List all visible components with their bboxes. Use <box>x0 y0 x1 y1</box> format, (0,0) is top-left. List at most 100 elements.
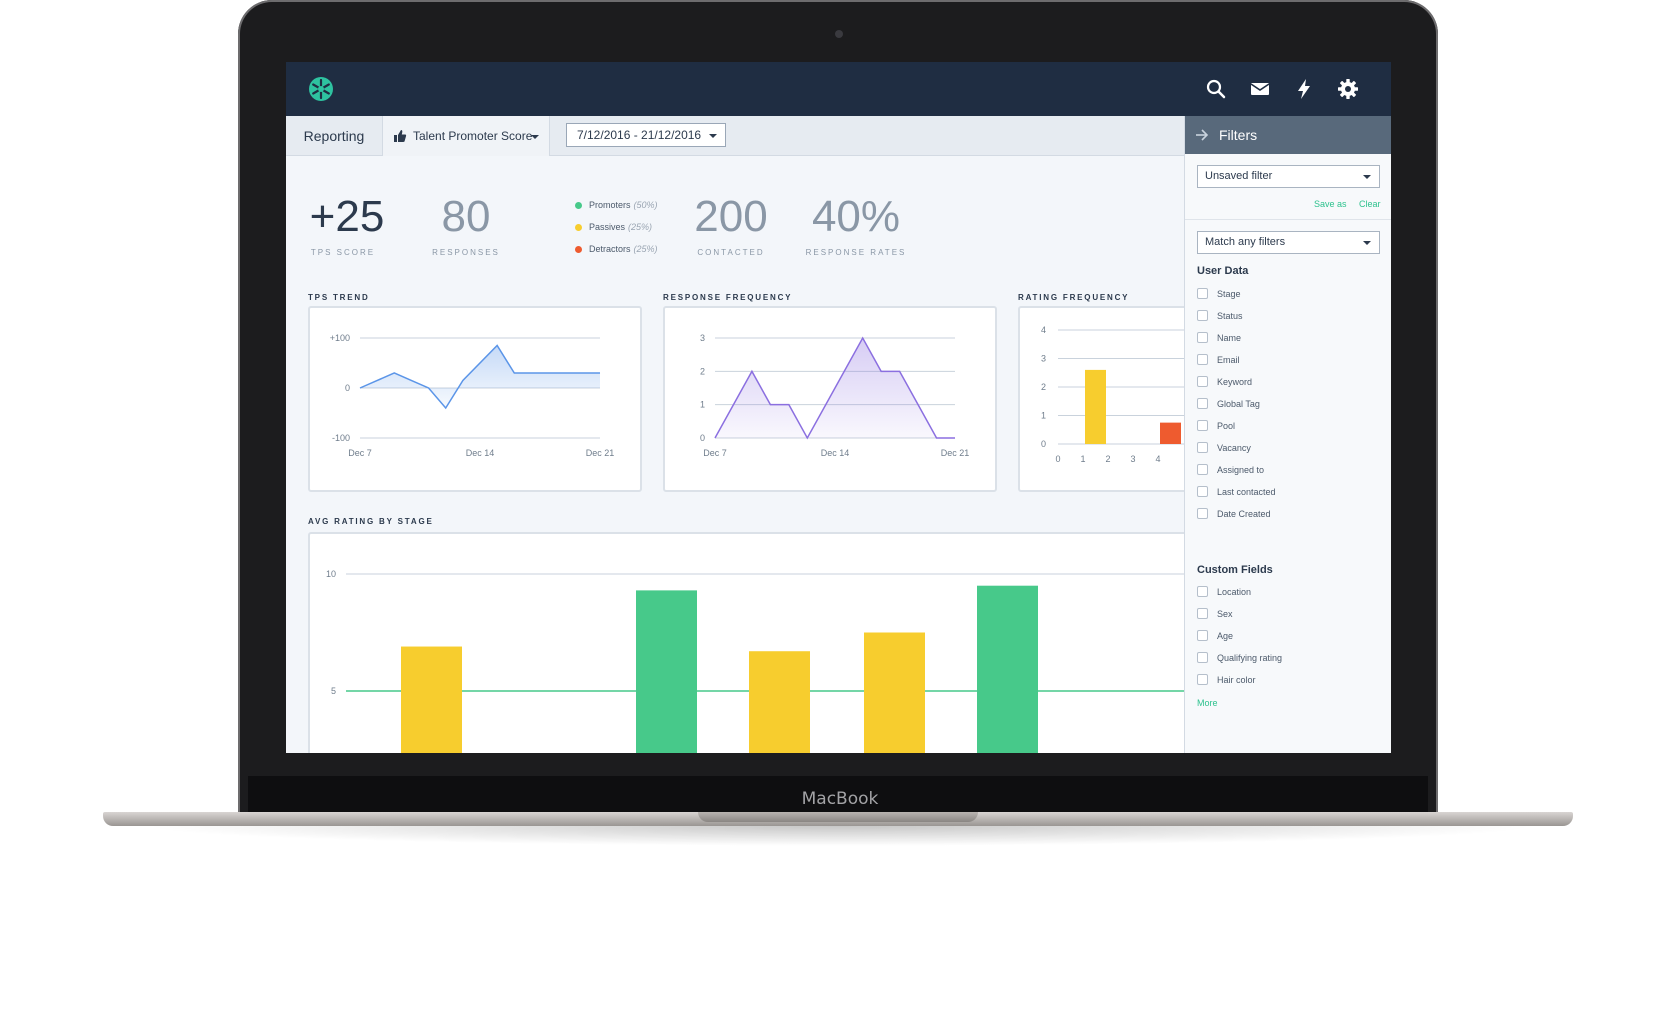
filter-user-data-keyword[interactable]: Keyword <box>1197 376 1252 389</box>
laptop-chin <box>248 776 1428 812</box>
y-tick-label: 3 <box>1041 354 1046 364</box>
section-title[interactable]: Reporting <box>286 116 383 156</box>
filter-user-data-stage[interactable]: Stage <box>1197 288 1241 301</box>
x-tick-label: Dec 7 <box>703 448 727 458</box>
checkbox-label: Age <box>1217 631 1234 641</box>
series-area <box>360 345 600 408</box>
more-link[interactable]: More <box>1197 698 1218 708</box>
checkbox-label: Name <box>1217 333 1242 343</box>
metric-dropdown[interactable]: Talent Promoter Score <box>383 116 550 156</box>
rating-frequency-title: RATING FREQUENCY <box>1018 293 1130 302</box>
x-tick-label: 1 <box>1080 454 1085 464</box>
responses-label: RESPONSES <box>432 248 500 257</box>
checkbox[interactable] <box>1197 442 1208 453</box>
save-as-link[interactable]: Save as <box>1314 199 1347 209</box>
filter-custom-field-age[interactable]: Age <box>1197 630 1233 643</box>
checkbox[interactable] <box>1197 332 1208 343</box>
x-tick-label: 0 <box>1055 454 1060 464</box>
filter-user-data-last-contacted[interactable]: Last contacted <box>1197 486 1276 499</box>
mail-icon[interactable] <box>1248 77 1272 101</box>
response-frequency-card: 3 2 1 0 Dec 7 Dec 14 Dec 21 <box>663 306 997 492</box>
filter-user-data-email[interactable]: Email <box>1197 354 1240 367</box>
checkbox[interactable] <box>1197 310 1208 321</box>
filter-custom-field-qualifying-rating[interactable]: Qualifying rating <box>1197 652 1282 665</box>
y-tick-label: 0 <box>700 433 705 443</box>
filter-user-data-status[interactable]: Status <box>1197 310 1243 323</box>
clear-link[interactable]: Clear <box>1359 199 1381 209</box>
x-tick-label: 3 <box>1130 454 1135 464</box>
checkbox[interactable] <box>1197 420 1208 431</box>
checkbox[interactable] <box>1197 674 1208 685</box>
checkbox[interactable] <box>1197 398 1208 409</box>
legend-promoters: Promoters (50%) <box>575 200 658 210</box>
thumbs-up-icon <box>394 130 407 142</box>
filter-custom-field-location[interactable]: Location <box>1197 586 1251 599</box>
top-navbar <box>286 62 1391 116</box>
legend-label: Detractors <box>589 244 631 254</box>
filter-custom-field-sex[interactable]: Sex <box>1197 608 1233 621</box>
checkbox-label: Sex <box>1217 609 1233 619</box>
x-tick-label: Dec 21 <box>941 448 970 458</box>
checkbox[interactable] <box>1197 464 1208 475</box>
filter-user-data-name[interactable]: Name <box>1197 332 1241 345</box>
laptop-shadow <box>140 826 1540 846</box>
x-tick-label: Dec 7 <box>348 448 372 458</box>
bar <box>864 632 925 753</box>
bar <box>749 651 810 753</box>
y-tick-label: 1 <box>700 400 705 410</box>
checkbox[interactable] <box>1197 608 1208 619</box>
checkbox-label: Keyword <box>1217 377 1253 387</box>
chevron-down-icon <box>531 135 539 139</box>
match-mode-dropdown[interactable]: Match any filters <box>1197 231 1380 254</box>
checkbox-label: Date Created <box>1217 509 1271 519</box>
y-tick-label: 0 <box>345 383 350 393</box>
tps-trend-chart: +100 0 -100 Dec 7 Dec 14 Dec 21 <box>330 333 615 458</box>
filter-user-data-assigned-to[interactable]: Assigned to <box>1197 464 1264 477</box>
checkbox[interactable] <box>1197 586 1208 597</box>
y-tick-label: 5 <box>331 686 336 696</box>
bar <box>1160 422 1181 444</box>
snowflake-logo-icon[interactable] <box>308 76 334 102</box>
checkbox[interactable] <box>1197 652 1208 663</box>
checkbox-label: Qualifying rating <box>1217 653 1283 663</box>
legend-detractors: Detractors (25%) <box>575 244 658 254</box>
checkbox-label: Global Tag <box>1217 399 1260 409</box>
checkbox[interactable] <box>1197 630 1208 641</box>
search-icon[interactable] <box>1204 77 1228 101</box>
series-line <box>359 344 600 410</box>
lightning-icon[interactable] <box>1292 77 1316 101</box>
date-range-dropdown[interactable]: 7/12/2016 - 21/12/2016 <box>566 123 726 147</box>
match-mode-label: Match any filters <box>1205 236 1286 248</box>
filters-header-label: Filters <box>1219 127 1258 143</box>
filter-user-data-global-tag[interactable]: Global Tag <box>1197 398 1260 411</box>
y-tick-label: 2 <box>700 366 705 376</box>
checkbox[interactable] <box>1197 288 1208 299</box>
filters-header[interactable]: Filters <box>1185 116 1391 154</box>
chevron-down-icon <box>709 134 717 138</box>
device-label: MacBook <box>801 789 879 809</box>
saved-filter-dropdown[interactable]: Unsaved filter <box>1197 165 1380 188</box>
checkbox[interactable] <box>1197 486 1208 497</box>
report-toolbar: Reporting Talent Promoter Score 7/12/201… <box>286 116 1184 156</box>
response-rates-value: 40% <box>811 192 901 241</box>
y-tick-label: 2 <box>1041 382 1046 392</box>
avg-rating-card: 10 5 <box>308 532 1208 753</box>
chevron-down-icon <box>1363 175 1371 179</box>
checkbox[interactable] <box>1197 354 1208 365</box>
filter-custom-field-hair-color[interactable]: Hair color <box>1197 674 1256 687</box>
checkbox-label: Hair color <box>1217 675 1256 685</box>
response-rates-label: RESPONSE RATES <box>805 248 907 257</box>
checkbox[interactable] <box>1197 376 1208 387</box>
user-data-title: User Data <box>1197 265 1249 277</box>
filter-user-data-date-created[interactable]: Date Created <box>1197 508 1271 521</box>
filter-user-data-vacancy[interactable]: Vacancy <box>1197 442 1251 455</box>
legend-pct: (25%) <box>628 222 653 232</box>
y-tick-label: +100 <box>330 333 350 343</box>
filter-user-data-pool[interactable]: Pool <box>1197 420 1235 433</box>
checkbox[interactable] <box>1197 508 1208 519</box>
series-line <box>714 336 955 440</box>
arrow-right-icon[interactable] <box>1195 128 1209 142</box>
tps-trend-title: TPS TREND <box>308 293 370 302</box>
gear-icon[interactable] <box>1336 77 1360 101</box>
tps-trend-card: +100 0 -100 Dec 7 Dec 14 Dec 21 <box>308 306 642 492</box>
